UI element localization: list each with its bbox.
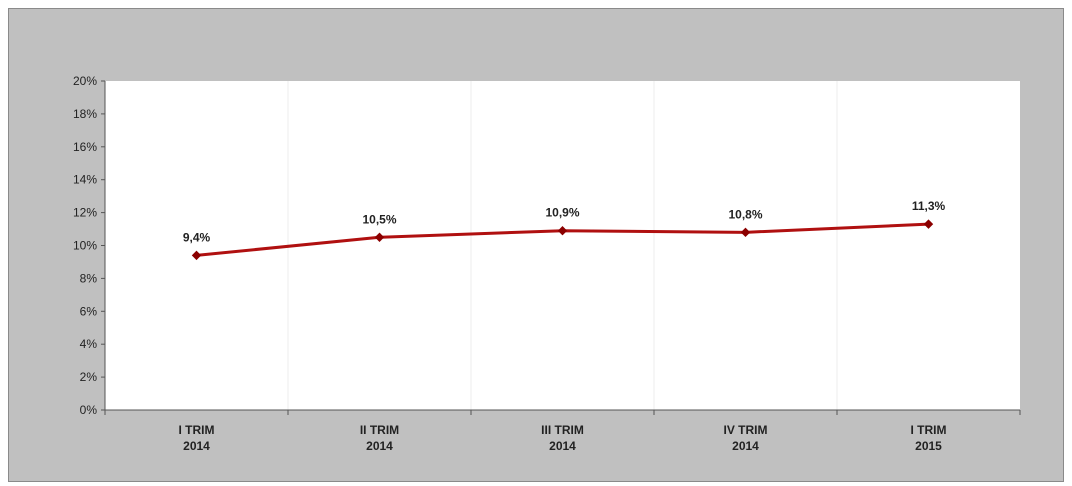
data-label: 10,8% <box>728 207 762 221</box>
x-tick-label: I TRIM 2015 <box>911 423 947 453</box>
data-label: 10,9% <box>545 206 579 220</box>
x-tick-label-line: II TRIM <box>360 423 399 437</box>
x-tick-label: I TRIM 2014 <box>179 423 215 453</box>
x-tick-label: III TRIM 2014 <box>541 423 584 453</box>
data-point <box>923 219 934 229</box>
x-tick-label: IV TRIM 2014 <box>724 423 768 453</box>
y-tick-label: 6% <box>80 304 98 318</box>
y-tick-label: 0% <box>80 403 98 417</box>
data-point <box>557 225 568 236</box>
y-axis-ticks: 0% 2% 4% 6% 8% 10% 12% 14% 16% 18% 20% <box>73 74 105 417</box>
x-tick-label-line: I TRIM <box>179 423 215 437</box>
y-tick-label: 20% <box>73 74 97 88</box>
x-tick-label-line: III TRIM <box>541 423 584 437</box>
y-tick-label: 16% <box>73 140 97 154</box>
data-labels: 9,4% 10,5% 10,9% 10,8% 11,3% <box>183 199 946 244</box>
x-tick-label-line: 2014 <box>183 439 210 453</box>
y-tick-label: 8% <box>80 271 98 285</box>
x-tick-label-line: 2014 <box>549 439 576 453</box>
y-tick-label: 4% <box>80 337 98 351</box>
data-point <box>191 250 202 261</box>
data-label: 11,3% <box>912 199 946 213</box>
data-point <box>374 232 385 242</box>
data-point <box>740 227 751 238</box>
y-tick-label: 2% <box>80 370 98 384</box>
y-tick-label: 14% <box>73 173 97 187</box>
x-tick-label-line: I TRIM <box>911 423 947 437</box>
plot-area <box>105 81 1020 410</box>
x-tick-label-line: 2014 <box>366 439 393 453</box>
y-tick-label: 10% <box>73 239 97 253</box>
y-tick-label: 18% <box>73 107 97 121</box>
series-group <box>191 219 934 261</box>
x-tick-label: II TRIM 2014 <box>360 423 399 453</box>
x-tick-label-line: 2015 <box>915 439 942 453</box>
data-label: 9,4% <box>183 230 211 244</box>
y-tick-label: 12% <box>73 206 97 220</box>
x-tick-label-line: 2014 <box>732 439 759 453</box>
data-label: 10,5% <box>362 212 396 226</box>
x-tick-label-line: IV TRIM <box>724 423 768 437</box>
